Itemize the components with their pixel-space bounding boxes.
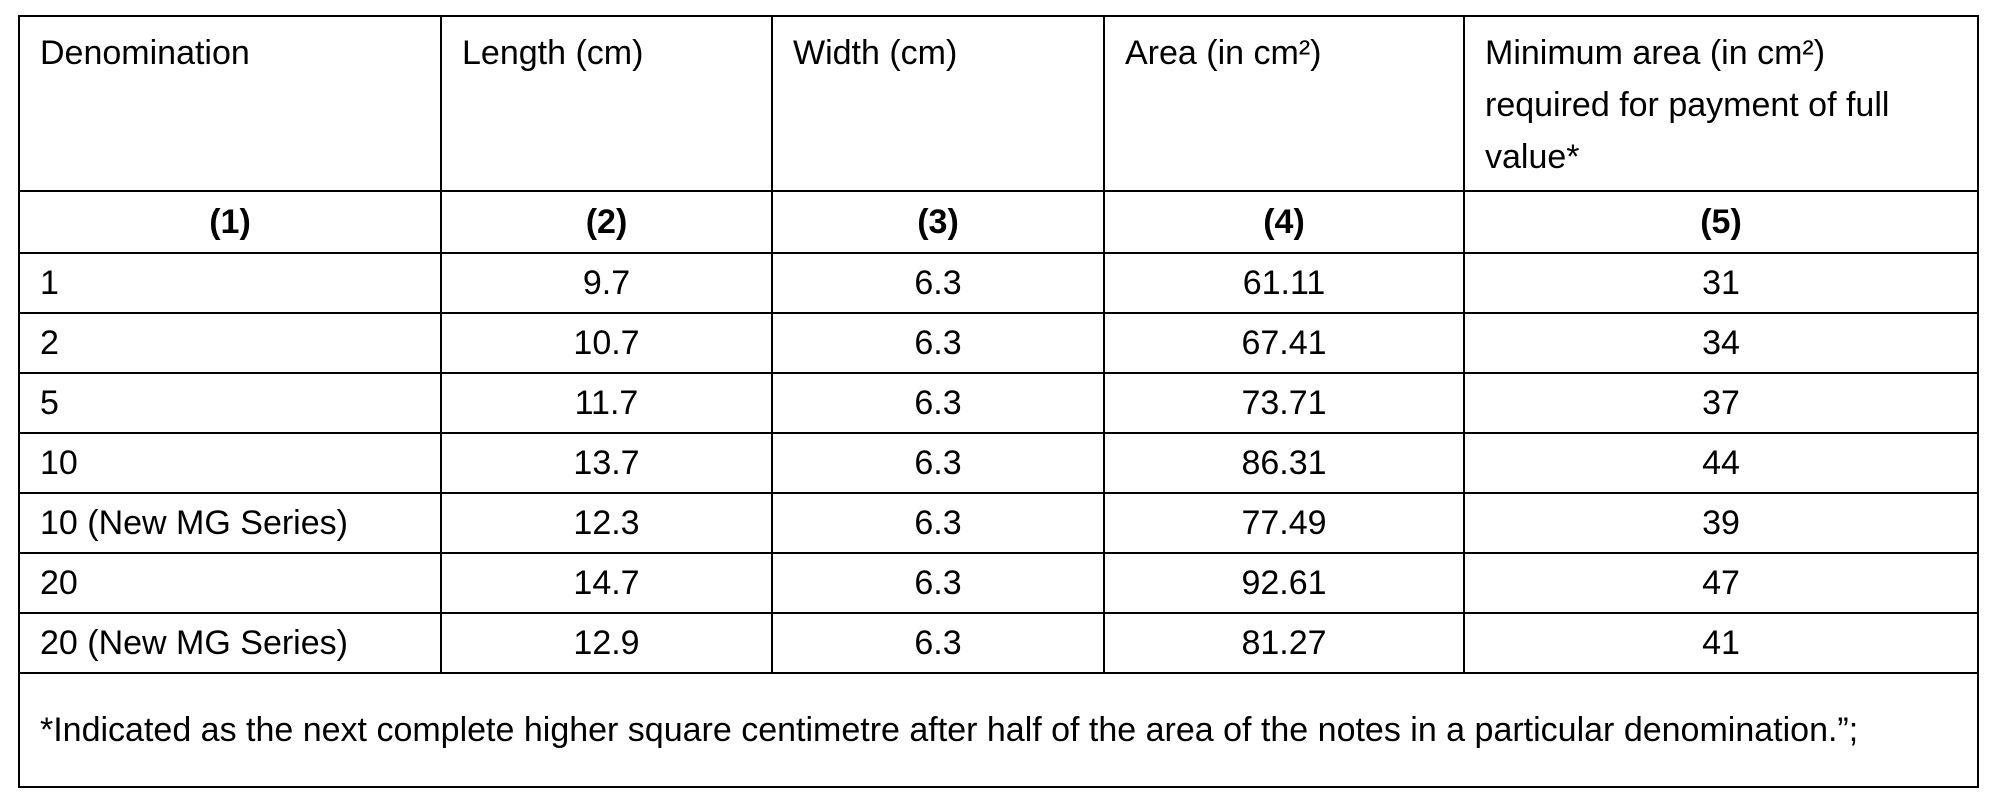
header-cell: Area (in cm²) (1103, 15, 1465, 192)
header-cell: Length (cm) (440, 15, 773, 192)
header-cell: Width (cm) (771, 15, 1105, 192)
data-cell: 6.3 (771, 552, 1105, 614)
data-cell: 12.9 (440, 612, 773, 674)
column-number-row: (1) (2) (3) (4) (5) (18, 190, 1979, 254)
header-cell: Denomination (18, 15, 442, 192)
header-row: Denomination Length (cm) Width (cm) Area (i… (18, 15, 1979, 192)
data-cell: 6.3 (771, 432, 1105, 494)
data-cell: 20 (New MG Series) (18, 612, 442, 674)
data-cell: 44 (1463, 432, 1979, 494)
footnote: *Indicated as the next complete higher s… (18, 672, 1979, 788)
data-cell: 77.49 (1103, 492, 1465, 554)
data-row: 5 11.7 6.3 73.71 37 (18, 372, 1979, 434)
data-cell: 6.3 (771, 492, 1105, 554)
data-cell: 41 (1463, 612, 1979, 674)
footnote-row: *Indicated as the next complete higher s… (18, 672, 1979, 788)
column-number-cell: (2) (440, 190, 773, 254)
column-number-cell: (3) (771, 190, 1105, 254)
data-cell: 39 (1463, 492, 1979, 554)
data-cell: 14.7 (440, 552, 773, 614)
data-cell: 61.11 (1103, 252, 1465, 314)
data-cell: 11.7 (440, 372, 773, 434)
data-cell: 2 (18, 312, 442, 374)
data-row: 2 10.7 6.3 67.41 34 (18, 312, 1979, 374)
data-cell: 34 (1463, 312, 1979, 374)
data-cell: 86.31 (1103, 432, 1465, 494)
column-number-cell: (1) (18, 190, 442, 254)
data-cell: 47 (1463, 552, 1979, 614)
data-cell: 73.71 (1103, 372, 1465, 434)
data-cell: 12.3 (440, 492, 773, 554)
data-row: 10 (New MG Series) 12.3 6.3 77.49 39 (18, 492, 1979, 554)
column-number-cell: (5) (1463, 190, 1979, 254)
data-row: 1 9.7 6.3 61.11 31 (18, 252, 1979, 314)
data-cell: 10 (18, 432, 442, 494)
data-cell: 20 (18, 552, 442, 614)
header-cell: Minimum area (in cm²) required for payme… (1463, 15, 1979, 192)
data-cell: 13.7 (440, 432, 773, 494)
data-cell: 81.27 (1103, 612, 1465, 674)
data-row: 20 14.7 6.3 92.61 47 (18, 552, 1979, 614)
data-row: 20 (New MG Series) 12.9 6.3 81.27 41 (18, 612, 1979, 674)
column-number-cell: (4) (1103, 190, 1465, 254)
data-row: 10 13.7 6.3 86.31 44 (18, 432, 1979, 494)
data-cell: 37 (1463, 372, 1979, 434)
data-cell: 10 (New MG Series) (18, 492, 442, 554)
data-cell: 5 (18, 372, 442, 434)
table-body: Denomination Length (cm) Width (cm) Area (i… (18, 15, 1979, 788)
denomination-table: Denomination Length (cm) Width (cm) Area (i… (18, 15, 1979, 788)
data-cell: 6.3 (771, 252, 1105, 314)
data-cell: 10.7 (440, 312, 773, 374)
data-cell: 9.7 (440, 252, 773, 314)
data-cell: 6.3 (771, 612, 1105, 674)
data-cell: 67.41 (1103, 312, 1465, 374)
data-cell: 6.3 (771, 372, 1105, 434)
data-cell: 31 (1463, 252, 1979, 314)
data-cell: 6.3 (771, 312, 1105, 374)
data-cell: 92.61 (1103, 552, 1465, 614)
data-cell: 1 (18, 252, 442, 314)
